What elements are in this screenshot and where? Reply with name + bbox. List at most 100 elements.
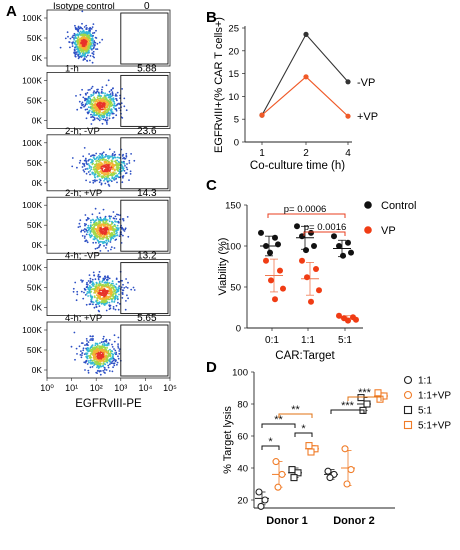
flow-event-dot [100,301,103,303]
flow-event-dot [99,103,102,106]
flow-y-tick-label: 100K [22,200,42,210]
flow-event-dot [89,225,92,228]
flow-event-dot [81,52,84,55]
flow-event-dot [111,350,114,353]
flow-event-dot [109,98,111,101]
flow-event-dot [95,303,97,306]
flow-event-dot [109,224,111,227]
series-point [259,112,265,118]
flow-event-dot [100,236,103,238]
flow-event-dot [106,359,109,362]
flow-event-dot [96,302,98,304]
flow-event-dot [104,291,107,294]
flow-event-dot [107,364,110,367]
flow-event-dot [97,351,100,354]
flow-event-dot [95,109,97,112]
flow-event-dot [113,104,116,107]
flow-event-dot [87,350,90,352]
flow-event-dot [96,223,99,226]
flow-event-dot [102,283,104,286]
flow-event-dot [105,296,107,299]
flow-event-dot [85,239,88,242]
flow-event-dot [115,161,117,164]
flow-event-dot [97,91,100,94]
flow-event-dot [117,355,119,358]
flow-event-dot [108,296,111,298]
data-point [336,312,342,319]
flow-event-dot [103,284,106,287]
flow-event-dot [124,158,126,160]
flow-event-dot [87,224,90,227]
flow-event-dot [97,118,100,120]
flow-event-dot [125,166,128,169]
flow-event-dot [96,370,99,372]
flow-event-dot [82,32,84,34]
flow-event-dot [92,119,95,122]
flow-event-dot [84,288,86,291]
flow-event-dot [82,59,85,61]
flow-event-dot [89,359,92,361]
flow-event-dot [88,100,91,103]
flow-event-dot [98,166,101,169]
flow-plot-label: 4-h; +VP [65,313,102,324]
flow-event-dot [85,303,88,306]
flow-event-dot [101,167,103,170]
flow-event-dot [112,221,114,224]
panel-label-d: D [206,359,217,376]
flow-event-dot [114,235,116,238]
flow-event-dot [97,167,100,170]
flow-event-dot [106,112,109,115]
flow-plot-label: 2-h; +VP [65,188,102,199]
flow-event-dot [111,225,114,228]
flow-event-dot [106,162,108,165]
significance-label: ** [291,404,300,416]
flow-event-dot [99,116,101,119]
data-point [263,243,269,249]
flow-event-dot [91,349,94,351]
flow-event-dot [107,297,109,300]
flow-event-dot [108,298,111,301]
flow-event-dot [74,26,77,29]
flow-event-dot [111,300,113,303]
flow-event-dot [92,116,95,119]
flow-event-dot [91,158,93,161]
flow-event-dot [79,159,82,162]
flow-event-dot [102,92,104,94]
flow-event-dot [91,282,94,285]
legend-marker [403,375,413,385]
flow-event-dot [100,303,103,305]
flow-event-dot [72,34,75,37]
flow-event-dot [91,26,94,28]
flow-event-dot [79,225,81,228]
flow-event-dot [101,286,103,288]
flow-event-dot [104,226,107,229]
flow-event-dot [85,162,88,165]
flow-event-dot [102,100,105,103]
flow-event-dot [95,283,98,286]
flow-event-dot [86,241,89,244]
flow-event-dot [89,232,92,234]
flow-event-dot [85,353,88,356]
data-point [307,448,315,456]
flow-event-dot [109,236,111,238]
legend-label: VP [381,225,396,237]
flow-event-dot [88,50,90,52]
flow-event-dot [85,40,88,43]
flow-event-dot [83,105,85,108]
panel-label-c: C [206,177,217,194]
flow-event-dot [85,52,87,55]
flow-event-dot [91,339,93,342]
flow-event-dot [111,91,114,94]
flow-event-dot [103,233,106,236]
flow-event-dot [93,292,95,294]
x-axis-title: Co-culture time (h) [250,160,345,172]
flow-event-dot [87,344,89,347]
flow-event-dot [95,106,98,109]
flow-event-dot [96,298,99,300]
flow-event-dot [98,101,101,104]
flow-event-dot [87,218,89,220]
flow-event-dot [105,121,108,124]
flow-event-dot [90,352,93,355]
flow-event-dot [89,335,92,338]
flow-event-dot [86,92,89,94]
